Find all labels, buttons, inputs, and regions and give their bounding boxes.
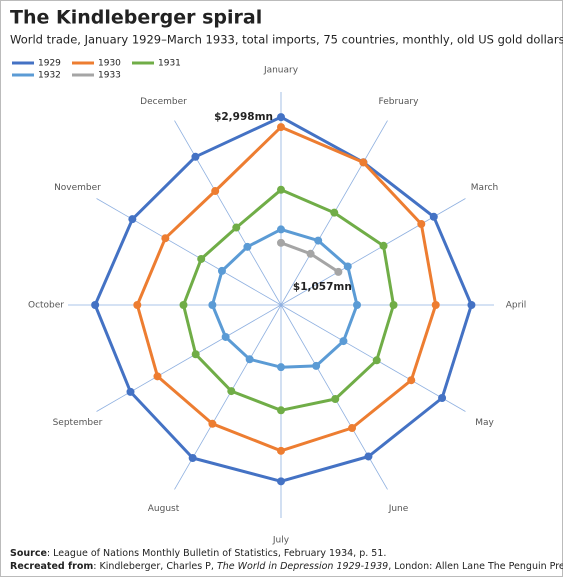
data-point: [343, 262, 352, 271]
data-point: [314, 236, 323, 245]
data-point: [331, 394, 340, 403]
recreated-rest: , London: Allen Lane The Penguin Press, …: [388, 561, 563, 572]
data-point: [407, 376, 416, 385]
data-point: [161, 234, 170, 243]
data-point: [431, 301, 440, 309]
data-point: [334, 267, 343, 276]
category-label: February: [379, 97, 420, 107]
data-point: [389, 301, 398, 309]
recreated-title: The World in Depression 1929-1939: [217, 561, 388, 572]
annotation: $2,998mn: [214, 111, 273, 123]
legend-label: 1929: [38, 59, 61, 69]
data-point: [306, 249, 315, 258]
data-point: [277, 446, 285, 455]
data-point: [126, 387, 135, 396]
category-label: September: [53, 418, 103, 428]
data-point: [153, 372, 162, 381]
data-point: [243, 242, 252, 251]
data-point: [353, 301, 362, 309]
data-point: [128, 215, 137, 224]
category-label: October: [28, 301, 64, 311]
data-point: [208, 301, 217, 309]
data-point: [277, 185, 285, 194]
category-label: December: [140, 97, 187, 107]
category-label: June: [388, 504, 409, 514]
data-point: [339, 337, 348, 346]
recreated: Recreated from: Kindleberger, Charles P,…: [10, 561, 563, 572]
category-label: January: [263, 66, 299, 76]
category-label: May: [475, 418, 494, 428]
data-point: [217, 266, 226, 275]
data-point: [277, 363, 285, 372]
data-point: [438, 393, 447, 402]
data-point: [245, 355, 254, 364]
data-point: [277, 477, 285, 486]
data-point: [277, 113, 285, 122]
legend-label: 1933: [98, 71, 121, 81]
recreated-label: Recreated from: [10, 561, 93, 572]
data-point: [467, 301, 476, 309]
data-point: [227, 387, 236, 396]
legend-label: 1932: [38, 71, 61, 81]
spoke: [96, 198, 282, 306]
data-point: [277, 238, 285, 247]
data-point: [221, 332, 230, 341]
legend-label: 1931: [158, 59, 181, 69]
data-point: [188, 453, 197, 462]
data-point: [133, 301, 142, 309]
source-label: Source: [10, 548, 47, 559]
source: Source: League of Nations Monthly Bullet…: [10, 548, 386, 559]
data-point: [211, 187, 220, 196]
data-point: [330, 208, 339, 217]
category-label: August: [148, 504, 180, 514]
data-point: [429, 212, 438, 221]
spoke: [280, 304, 466, 412]
category-label: November: [54, 183, 101, 193]
spoke: [174, 120, 282, 306]
source-text: : League of Nations Monthly Bulletin of …: [47, 548, 386, 559]
chart-subtitle: World trade, January 1929–March 1933, to…: [10, 33, 563, 47]
category-label: March: [471, 183, 498, 193]
data-point: [191, 350, 200, 359]
data-point: [277, 406, 285, 415]
legend-label: 1930: [98, 59, 121, 69]
annotation: $1,057mn: [293, 281, 352, 293]
data-point: [372, 356, 381, 365]
data-point: [232, 223, 241, 232]
data-point: [179, 301, 188, 309]
category-label: July: [272, 536, 290, 546]
category-label: April: [506, 301, 527, 311]
data-point: [277, 225, 285, 234]
chart-title: The Kindleberger spiral: [10, 7, 262, 29]
recreated-text: : Kindleberger, Charles P,: [93, 561, 217, 572]
data-point: [277, 123, 285, 132]
data-point: [379, 241, 388, 250]
data-point: [191, 152, 200, 161]
data-point: [348, 424, 357, 433]
data-point: [364, 452, 373, 461]
data-point: [312, 361, 321, 370]
data-point: [197, 254, 206, 263]
data-point: [208, 419, 217, 428]
data-point: [417, 220, 426, 229]
data-point: [359, 158, 368, 167]
data-point: [91, 301, 100, 309]
